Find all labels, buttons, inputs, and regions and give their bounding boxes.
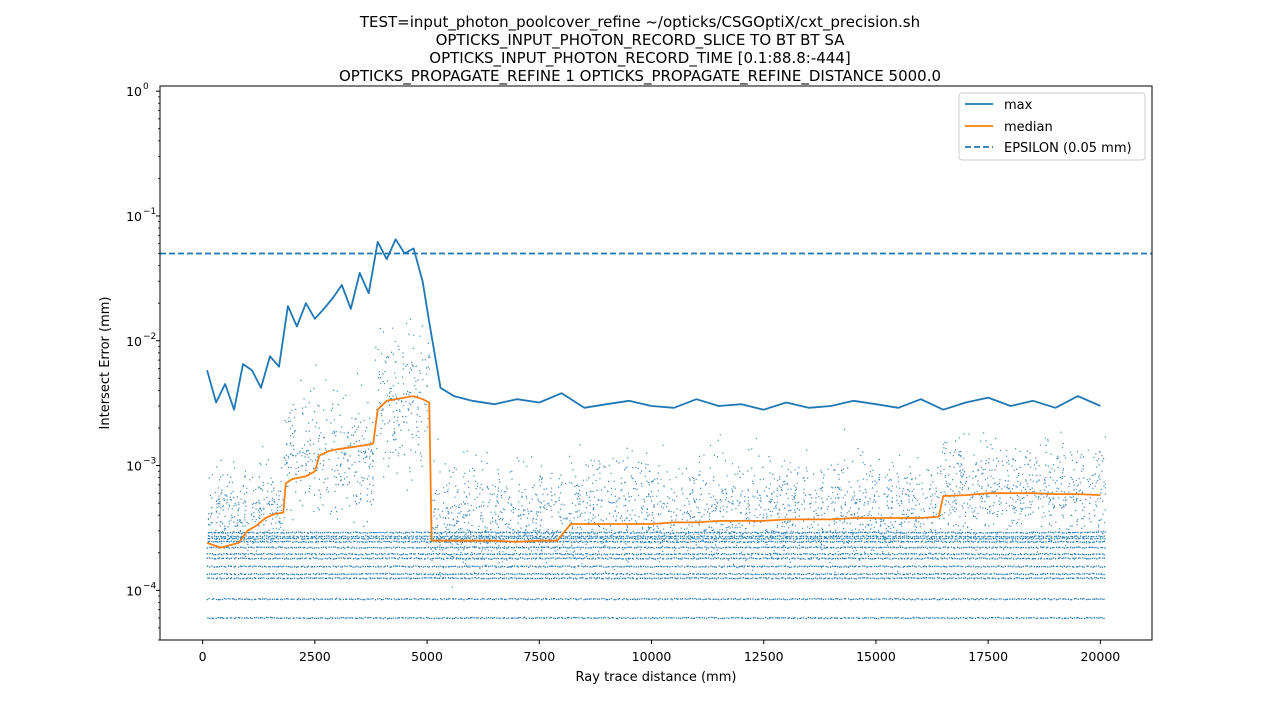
scatter-cloud [207,446,284,560]
title-line-2: OPTICKS_INPUT_PHOTON_RECORD_SLICE TO BT … [436,31,846,50]
scatter-band [206,597,1105,601]
x-tick-label: 7500 [523,649,555,664]
scatter-cloud [570,428,940,578]
x-axis-label: Ray trace distance (mm) [576,670,737,685]
scatter-band [206,557,1106,560]
legend-box [958,92,1146,161]
x-tick-label: 20000 [1080,649,1120,664]
scatter-band [206,552,1105,556]
series-lines [160,238,1152,549]
scatter-band [207,540,1105,544]
scatter-band [206,572,1105,576]
x-tick-label: 17500 [968,649,1008,664]
scatter-points [206,318,1106,620]
x-tick-label: 5000 [411,649,443,664]
x-tick-label: 2500 [299,649,331,664]
y-tick-label: 10 [126,334,142,349]
title-line-3: OPTICKS_INPUT_PHOTON_RECORD_TIME [0.1:88… [429,49,850,68]
legend-label-epsilon: EPSILON (0.05 mm) [1004,141,1132,156]
scatter-band [207,576,1106,580]
y-tick-exponent: −2 [143,332,156,342]
y-tick-label: 10 [126,209,142,224]
title-line-4: OPTICKS_PROPAGATE_REFINE 1 OPTICKS_PROPA… [339,67,941,86]
y-axis-label: Intersect Error (mm) [98,297,113,430]
plot-frame [159,85,1153,641]
x-axis-ticks: 0 2500 5000 7500 10000 12500 15000 17500 20000 [199,640,1120,664]
x-tick-label: 10000 [632,649,672,664]
y-tick-exponent: −3 [143,457,156,467]
scatter-band [207,531,1106,534]
y-tick-exponent: −4 [143,581,157,591]
x-tick-label: 0 [199,649,207,664]
series-line-1 [206,395,1101,549]
y-tick-label: 10 [126,583,142,598]
y-tick-label: 10 [126,459,142,474]
legend-label-max: max [1004,98,1033,113]
scatter-band [207,535,1105,538]
y-tick-exponent: −1 [143,207,156,217]
y-tick-label: 10 [126,84,142,99]
legend-label-median: median [1004,120,1053,135]
scatter-cloud [429,438,572,588]
scatter-band [206,546,1106,549]
legend: max median EPSILON (0.05 mm) [958,92,1146,161]
series-line-0 [206,238,1101,411]
x-tick-label: 12500 [744,649,784,664]
scatter-band [207,616,1105,620]
scatter-cloud [938,431,1106,553]
y-tick-exponent: 0 [143,82,149,92]
scatter-band [207,565,1106,568]
x-tick-label: 15000 [856,649,896,664]
title-line-1: TEST=input_photon_poolcover_refine ~/opt… [359,13,920,32]
scatter-cloud [283,364,375,527]
scatter-band [207,537,1106,540]
scatter-cloud [374,318,431,491]
chart-title: TEST=input_photon_poolcover_refine ~/opt… [339,13,941,86]
